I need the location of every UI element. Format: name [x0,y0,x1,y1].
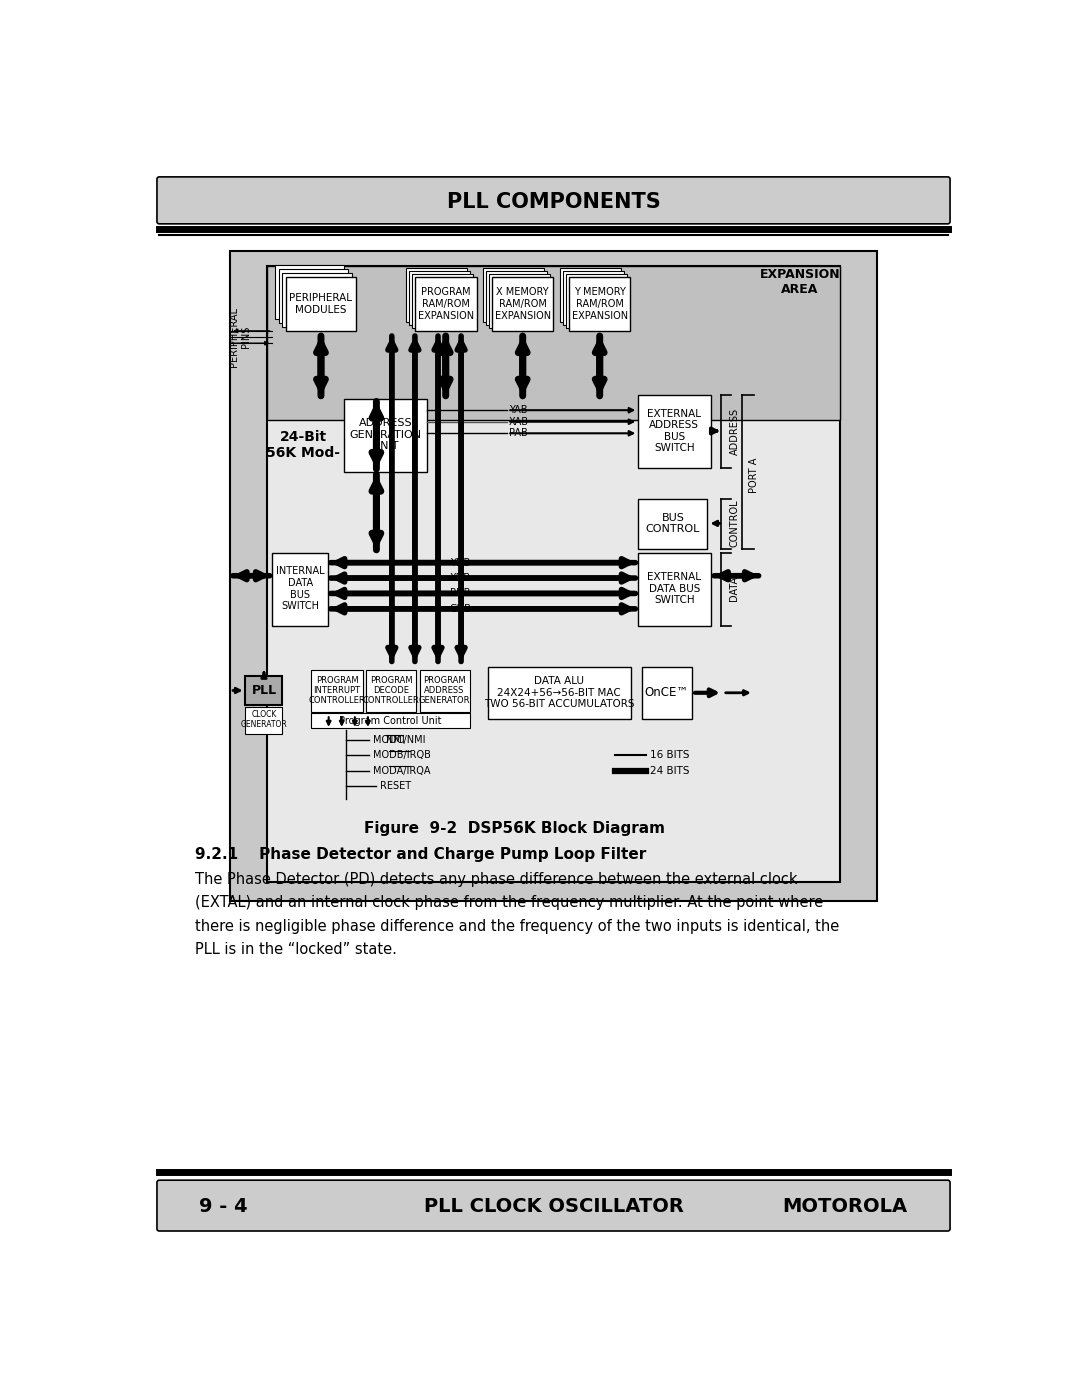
Text: YAB: YAB [509,405,527,415]
Bar [408,271,470,324]
Text: PORT A: PORT A [748,458,758,493]
Text: Program Control Unit: Program Control Unit [339,715,442,725]
Bar [267,267,840,882]
Text: PROGRAM
INTERRUPT
CONTROLLER: PROGRAM INTERRUPT CONTROLLER [309,676,365,705]
Text: PLL is in the “locked” state.: PLL is in the “locked” state. [195,942,397,957]
Text: XDB: XDB [449,573,471,583]
Text: MOTOROLA: MOTOROLA [783,1197,907,1215]
Bar [638,553,712,626]
Text: 9 - 4: 9 - 4 [200,1197,248,1215]
Text: MODB/IRQB: MODB/IRQB [373,750,431,760]
Bar [311,669,363,712]
Text: EXTERNAL
ADDRESS
BUS
SWITCH: EXTERNAL ADDRESS BUS SWITCH [647,408,701,454]
Text: DATA ALU
24X24+56→56-BIT MAC
TWO 56-BIT ACCUMULATORS: DATA ALU 24X24+56→56-BIT MAC TWO 56-BIT … [484,676,634,710]
Bar [267,267,840,420]
Text: Y MEMORY
RAM/ROM
EXPANSION: Y MEMORY RAM/ROM EXPANSION [571,288,627,320]
Text: there is negligible phase difference and the frequency of the two inputs is iden: there is negligible phase difference and… [195,919,840,933]
Text: X MEMORY
RAM/ROM
EXPANSION: X MEMORY RAM/ROM EXPANSION [495,288,551,320]
Text: 16 BITS: 16 BITS [650,750,689,760]
Text: PLL COMPONENTS: PLL COMPONENTS [447,191,660,211]
Text: ADDRESS: ADDRESS [729,408,740,454]
Text: The Phase Detector (PD) detects any phase difference between the external clock: The Phase Detector (PD) detects any phas… [195,872,798,887]
Bar [638,499,707,549]
Bar [486,271,548,324]
Text: EXPANSION
AREA: EXPANSION AREA [759,268,840,296]
Bar [274,265,345,320]
Bar [491,277,553,331]
Text: PROGRAM
DECODE
CONTROLLER: PROGRAM DECODE CONTROLLER [363,676,419,705]
Text: 24-Bit
56K Mod-: 24-Bit 56K Mod- [267,430,340,460]
Text: PAB: PAB [509,429,528,439]
Text: MODC/NMI: MODC/NMI [373,735,426,745]
Bar [279,270,348,323]
Bar [286,277,355,331]
Text: GDB: GDB [449,604,472,613]
Text: CLOCK
GENERATOR: CLOCK GENERATOR [241,710,287,729]
Bar [419,669,470,712]
Text: (EXTAL) and an internal clock phase from the frequency multiplier. At the point : (EXTAL) and an internal clock phase from… [195,895,824,911]
Text: Figure  9-2  DSP56K Block Diagram: Figure 9-2 DSP56K Block Diagram [365,821,665,835]
FancyBboxPatch shape [157,177,950,224]
Text: MODA/IRQA: MODA/IRQA [373,766,430,775]
Bar [411,274,473,328]
Text: PDB: PDB [449,588,470,598]
Bar [566,274,627,328]
Text: CONTROL: CONTROL [729,500,740,548]
Text: ADDRESS
GENERATION
UNIT: ADDRESS GENERATION UNIT [350,418,421,451]
Text: PLL CLOCK OSCILLATOR: PLL CLOCK OSCILLATOR [423,1197,684,1215]
Text: 9.2.1    Phase Detector and Charge Pump Loop Filter: 9.2.1 Phase Detector and Charge Pump Loo… [195,847,647,862]
Bar [245,707,283,733]
Text: PLL: PLL [252,685,276,697]
Bar [272,553,328,626]
Text: BUS
CONTROL: BUS CONTROL [646,513,700,534]
Bar [489,274,551,328]
Text: NMI: NMI [387,735,405,745]
Bar [311,712,470,728]
Text: PROGRAM
ADDRESS
GENERATOR: PROGRAM ADDRESS GENERATOR [418,676,470,705]
Text: YDB: YDB [449,557,470,567]
Bar [245,676,283,705]
Text: DATA: DATA [729,577,740,601]
Bar [345,398,428,472]
Text: PROGRAM
RAM/ROM
EXPANSION: PROGRAM RAM/ROM EXPANSION [418,288,474,320]
Text: XAB: XAB [509,416,529,426]
Text: PERIPHERAL
PINS: PERIPHERAL PINS [229,307,251,367]
Bar [483,268,544,321]
Bar [563,271,624,324]
Bar [642,666,692,719]
Text: INTERNAL
DATA
BUS
SWITCH: INTERNAL DATA BUS SWITCH [275,566,324,612]
Text: OnCE™: OnCE™ [645,686,689,700]
Bar [406,268,468,321]
Bar [230,251,877,901]
Bar [569,277,631,331]
Text: PERIPHERAL
MODULES: PERIPHERAL MODULES [289,293,352,314]
Text: EXTERNAL
DATA BUS
SWITCH: EXTERNAL DATA BUS SWITCH [647,573,701,605]
FancyBboxPatch shape [157,1180,950,1231]
Bar [366,669,417,712]
Bar [283,274,352,327]
Bar [638,395,712,468]
Text: RESET: RESET [380,781,411,791]
Bar [559,268,621,321]
Text: 24 BITS: 24 BITS [650,766,689,775]
Bar [415,277,476,331]
Bar [488,666,631,719]
